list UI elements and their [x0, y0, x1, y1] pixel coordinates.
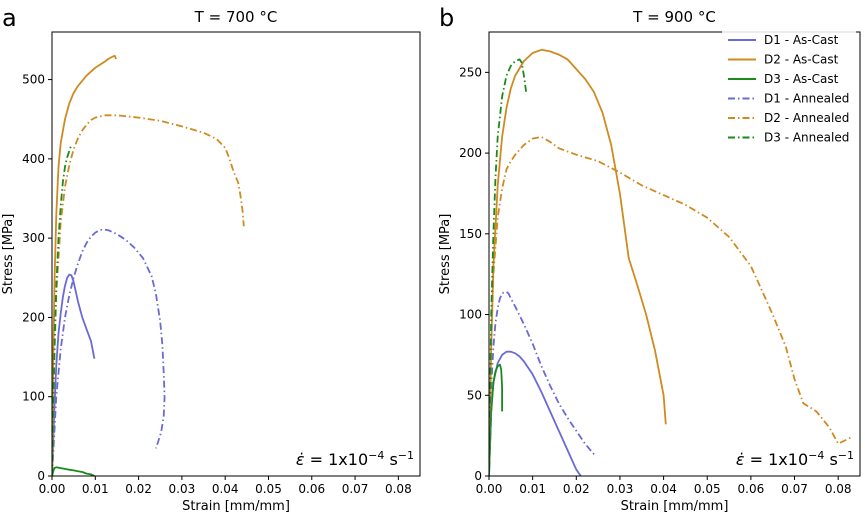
x-tick-label: 0.03	[169, 482, 196, 496]
x-tick-label: 0.07	[342, 482, 369, 496]
x-tick-label: 0.00	[476, 482, 503, 496]
x-tick-label: 0.06	[738, 482, 765, 496]
x-tick-label: 0.04	[650, 482, 677, 496]
legend-label: D2 - Annealed	[764, 111, 849, 125]
y-tick-label: 50	[467, 388, 482, 402]
panel-title: T = 900 °C	[632, 8, 716, 26]
series-line-d3-as-cast	[52, 466, 95, 476]
strain-rate-annotation: ε̇ = 1x10−4 s−1	[736, 449, 854, 469]
x-tick-label: 0.02	[563, 482, 590, 496]
series-line-d1-annealed	[52, 228, 166, 476]
x-tick-label: 0.05	[694, 482, 721, 496]
annotation-symbol: ε̇	[736, 450, 745, 469]
legend-label: D3 - Annealed	[764, 131, 849, 145]
series-line-d2-annealed	[489, 135, 852, 476]
y-tick-label: 250	[459, 65, 482, 79]
x-tick-label: 0.08	[385, 482, 412, 496]
series-line-d3-annealed	[489, 58, 527, 476]
series-line-d1-annealed	[489, 290, 597, 476]
x-tick-label: 0.01	[82, 482, 109, 496]
x-tick-label: 0.03	[607, 482, 634, 496]
legend-label: D1 - As-Cast	[764, 33, 839, 47]
y-tick-label: 150	[459, 227, 482, 241]
annotation-text: = 1x10	[745, 450, 809, 469]
annotation-unit: s	[824, 450, 837, 469]
series-line-d2-as-cast	[489, 48, 667, 476]
y-tick-label: 200	[22, 310, 45, 324]
annotation-symbol: ε̇	[296, 450, 305, 469]
x-tick-label: 0.04	[212, 482, 239, 496]
y-tick-label: 0	[37, 469, 45, 483]
annotation-exponent: −4	[368, 449, 384, 462]
x-tick-label: 0.08	[825, 482, 852, 496]
y-axis-label: Stress [MPa]	[438, 214, 453, 295]
series-line-d3-as-cast	[489, 363, 504, 476]
annotation-unit-exponent: −1	[398, 449, 414, 462]
plot-frame	[51, 31, 421, 477]
panel-letter: a	[2, 4, 17, 32]
annotation-exponent: −4	[808, 449, 824, 462]
legend-label: D2 - As-Cast	[764, 53, 839, 67]
panel-title: T = 700 °C	[194, 8, 278, 26]
chart-panel-b: 0.00 0.01 0.02 0.03 0.04 0.05 0.06 0.07 0.08 0 50 1…	[438, 4, 861, 514]
y-tick-label: 400	[22, 152, 45, 166]
x-tick-label: 0.01	[519, 482, 546, 496]
legend-label: D1 - Annealed	[764, 92, 849, 106]
plot-frame	[488, 31, 861, 477]
y-tick-label: 500	[22, 73, 45, 87]
annotation-unit: s	[384, 450, 397, 469]
annotation-unit-exponent: −1	[838, 449, 854, 462]
series-line-d1-as-cast	[52, 273, 96, 476]
y-tick-label: 100	[459, 308, 482, 322]
y-axis-label: Stress [MPa]	[1, 214, 16, 295]
x-axis-label: Strain [mm/mm]	[182, 499, 290, 514]
series-line-d3-annealed	[52, 144, 73, 476]
legend-box	[722, 30, 856, 155]
series-line-d2-as-cast	[52, 54, 117, 476]
x-tick-label: 0.02	[125, 482, 152, 496]
x-tick-label: 0.06	[298, 482, 325, 496]
annotation-text: = 1x10	[305, 450, 369, 469]
x-axis-label: Strain [mm/mm]	[621, 499, 729, 514]
y-tick-label: 0	[474, 469, 482, 483]
strain-rate-annotation: ε̇ = 1x10−4 s−1	[296, 449, 414, 469]
x-tick-label: 0.05	[255, 482, 282, 496]
x-tick-label: 0.07	[781, 482, 808, 496]
series-line-d1-as-cast	[489, 350, 582, 476]
panel-letter: b	[439, 4, 454, 32]
y-tick-label: 200	[459, 146, 482, 160]
y-tick-label: 100	[22, 390, 45, 404]
legend-label: D3 - As-Cast	[764, 72, 839, 86]
y-tick-label: 300	[22, 231, 45, 245]
x-tick-label: 0.00	[39, 482, 66, 496]
series-line-d2-annealed	[52, 114, 245, 476]
chart-panel-a: 0.00 0.01 0.02 0.03 0.04 0.05 0.06 0.07 0.08 0 100…	[1, 4, 421, 514]
